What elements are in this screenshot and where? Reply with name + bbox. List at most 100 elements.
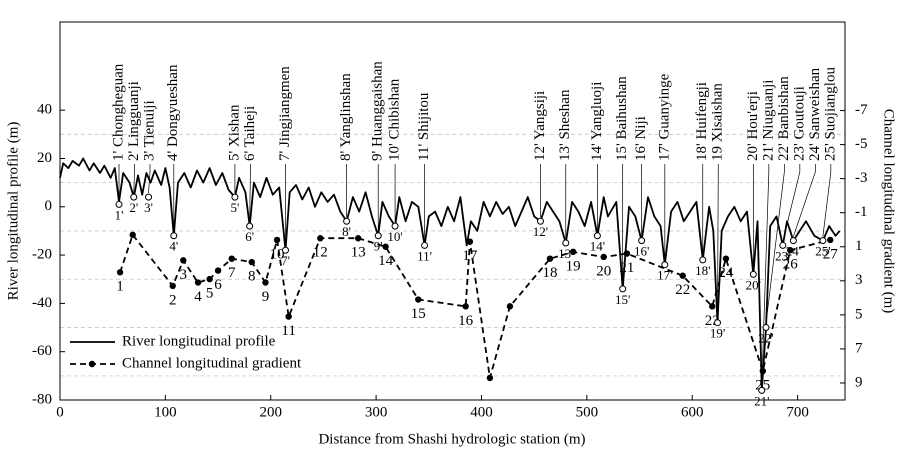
point-label: 10 bbox=[270, 246, 285, 262]
station-marker bbox=[779, 241, 787, 249]
station-marker bbox=[115, 200, 123, 208]
point-label: 26 bbox=[783, 257, 799, 273]
station-marker bbox=[758, 386, 766, 394]
station-label: 15' Baihushan bbox=[614, 76, 630, 161]
station-marker bbox=[343, 217, 351, 225]
point-label: 2 bbox=[169, 292, 177, 308]
point-label: 24 bbox=[718, 265, 734, 281]
y2-axis-label: Channel longitudinal gradient (m) bbox=[881, 109, 897, 314]
station-label: 18' Huifengji bbox=[694, 82, 710, 161]
y-tick-label: -20 bbox=[32, 247, 52, 263]
gradient-point bbox=[382, 243, 389, 250]
leader-line bbox=[249, 164, 251, 223]
gradient-point bbox=[180, 257, 187, 264]
leader-line bbox=[761, 164, 770, 387]
x-tick-label: 600 bbox=[681, 404, 704, 420]
station-marker bbox=[145, 193, 153, 201]
gradient-point bbox=[285, 313, 292, 320]
point-label: 20 bbox=[596, 263, 611, 279]
marker-label: 15' bbox=[615, 292, 630, 307]
point-label: 17 bbox=[462, 248, 478, 264]
station-label: 23' Goutouji bbox=[791, 86, 807, 161]
y-axis-label: River longitudinal profile (m) bbox=[5, 122, 21, 301]
marker-label: 6' bbox=[245, 229, 254, 244]
point-label: 14 bbox=[378, 253, 394, 269]
station-marker bbox=[130, 193, 138, 201]
x-tick-label: 0 bbox=[56, 404, 64, 420]
gradient-point bbox=[248, 258, 255, 266]
gradient-point bbox=[262, 279, 269, 286]
gradient-point bbox=[354, 235, 362, 242]
station-label: 19 Xisaishan bbox=[710, 83, 726, 161]
station-marker bbox=[281, 246, 289, 254]
point-label: 27 bbox=[823, 246, 839, 262]
marker-label: 7' bbox=[281, 253, 290, 268]
gradient-point bbox=[214, 267, 222, 274]
gradient-point bbox=[722, 255, 730, 262]
point-label: 5 bbox=[206, 286, 214, 302]
gradient-point bbox=[194, 279, 202, 286]
plot-frame bbox=[59, 21, 846, 401]
y2-tick-label: -1 bbox=[855, 204, 868, 220]
leader-line bbox=[717, 164, 719, 319]
legend-label: Channel longitudinal gradient bbox=[122, 355, 302, 371]
legend-label: River longitudinal profile bbox=[122, 333, 276, 349]
y-tick-label: -40 bbox=[32, 295, 52, 311]
point-label: 3 bbox=[180, 267, 188, 283]
gradient-point bbox=[273, 236, 281, 244]
station-marker bbox=[231, 193, 239, 201]
marker-label: 1' bbox=[115, 207, 124, 222]
marker-label: 4' bbox=[169, 239, 178, 254]
station-marker bbox=[619, 285, 627, 293]
station-label: 22' Banbishan bbox=[776, 76, 792, 161]
station-marker bbox=[170, 232, 178, 240]
y2-tick-label: -7 bbox=[855, 102, 868, 118]
marker-label: 3' bbox=[144, 200, 153, 215]
point-label: 19 bbox=[566, 258, 581, 274]
station-marker bbox=[762, 324, 770, 332]
station-label: 12' Yangsiji bbox=[532, 91, 548, 161]
marker-label: 2' bbox=[129, 200, 138, 215]
gradient-point bbox=[486, 374, 494, 382]
point-label: 11 bbox=[281, 323, 295, 339]
point-label: 4 bbox=[194, 289, 202, 305]
station-marker bbox=[638, 237, 646, 245]
marker-label: 5' bbox=[230, 200, 239, 215]
leader-line bbox=[822, 164, 832, 237]
station-marker bbox=[374, 232, 382, 240]
point-label: 16 bbox=[458, 313, 474, 329]
point-label: 1 bbox=[116, 279, 124, 295]
marker-label: 16' bbox=[634, 244, 649, 259]
marker-label: 11' bbox=[417, 248, 432, 263]
point-label: 21 bbox=[619, 260, 634, 276]
gradient-point bbox=[759, 367, 767, 375]
point-label: 22 bbox=[675, 282, 690, 298]
x-tick-label: 200 bbox=[259, 404, 282, 420]
x-axis-label: Distance from Shashi hydrologic station … bbox=[318, 431, 585, 447]
y2-tick-label: -3 bbox=[855, 170, 868, 186]
gradient-point bbox=[116, 269, 124, 276]
station-marker bbox=[789, 237, 797, 245]
x-tick-label: 700 bbox=[786, 404, 809, 420]
point-label: 15 bbox=[411, 306, 426, 322]
y2-tick-label: 7 bbox=[855, 340, 863, 356]
leader-line bbox=[148, 164, 151, 194]
marker-label: 19' bbox=[710, 326, 725, 341]
station-marker bbox=[421, 241, 429, 249]
gradient-point bbox=[462, 303, 469, 310]
station-label: 14' Yangluoji bbox=[589, 82, 605, 161]
marker-label: 17' bbox=[657, 268, 672, 283]
gradient-point bbox=[546, 255, 554, 262]
station-marker bbox=[819, 237, 827, 245]
gradient-point bbox=[709, 303, 716, 310]
gradient-point bbox=[206, 275, 213, 283]
marker-label: 9' bbox=[374, 239, 383, 254]
station-marker bbox=[699, 256, 707, 264]
station-label: 20' Hou'erji bbox=[745, 91, 761, 161]
gradient-point bbox=[228, 255, 235, 262]
y2-tick-label: 5 bbox=[855, 306, 863, 322]
marker-label: 21' bbox=[754, 393, 769, 408]
gradient-line bbox=[119, 233, 831, 379]
y2-tick-label: 3 bbox=[855, 272, 863, 288]
station-label: 3' Tienuiji bbox=[141, 100, 157, 161]
